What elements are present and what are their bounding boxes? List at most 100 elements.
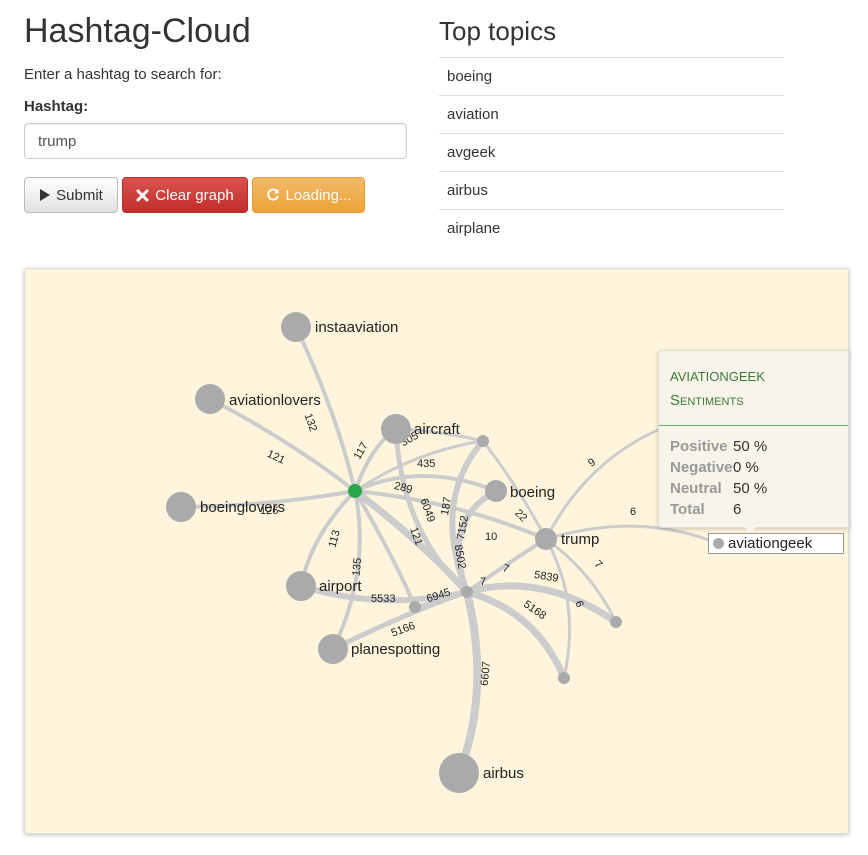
times-icon: [136, 189, 149, 201]
hovered-node-text: aviationgeek: [728, 535, 813, 552]
tooltip-heading: Sentiments: [670, 392, 744, 409]
topic-item[interactable]: avgeek: [439, 133, 784, 171]
negative-label: Negative: [670, 459, 733, 476]
clear-graph-button[interactable]: Clear graph: [122, 177, 248, 213]
graph-node[interactable]: [558, 672, 570, 684]
tooltip-divider: [659, 425, 848, 426]
graph-node[interactable]: [461, 586, 473, 598]
top-topics-heading: Top topics: [439, 16, 557, 46]
graph-node[interactable]: [318, 634, 348, 664]
topic-item[interactable]: boeing: [439, 57, 784, 95]
positive-label: Positive: [670, 438, 728, 455]
graph-edge: [544, 537, 572, 680]
play-icon: [40, 189, 51, 201]
graph-node[interactable]: [439, 753, 479, 793]
edge-label: 6607: [479, 661, 493, 686]
edge-label: 5839: [533, 569, 559, 585]
node-label-airport: airport: [319, 578, 362, 595]
loading-label: Loading...: [285, 186, 352, 204]
topic-item[interactable]: airplane: [439, 209, 784, 247]
edge-label: 10: [485, 531, 497, 543]
graph-node[interactable]: [286, 571, 316, 601]
edge-label: 6049: [417, 497, 437, 524]
edge-label: 7152: [455, 515, 471, 541]
graph-node[interactable]: [281, 312, 311, 342]
sentiment-positive-row: Positive 50 %: [670, 438, 767, 455]
node-label-instaaviation: instaaviation: [315, 319, 398, 336]
graph-node[interactable]: [195, 384, 225, 414]
edge-label: 113: [327, 529, 343, 549]
edge-label: 187: [439, 496, 454, 516]
graph-node[interactable]: [166, 492, 196, 522]
graph-edge: [463, 588, 568, 682]
search-instructions: Enter a hashtag to search for:: [24, 66, 222, 83]
edge-label: 289: [393, 480, 414, 496]
submit-label: Submit: [56, 186, 103, 204]
graph-edge: [331, 489, 362, 651]
graph-node-labels: instaaviation aviationlovers aircraft bo…: [200, 319, 599, 782]
graph-node[interactable]: [409, 601, 421, 613]
hashtag-input[interactable]: [24, 123, 407, 159]
node-label-aircraft: aircraft: [414, 421, 461, 438]
neutral-label: Neutral: [670, 480, 722, 497]
node-label-boeinglovers: boeinglovers: [200, 499, 285, 516]
edge-label: 22: [512, 507, 529, 524]
edge-label: 6: [630, 506, 636, 518]
graph-node[interactable]: [477, 435, 489, 447]
refresh-icon: [266, 188, 279, 201]
hovered-node-dot: [713, 538, 724, 549]
edge-label: 121: [265, 448, 287, 467]
sentiment-negative-row: Negative0 %: [670, 459, 759, 476]
sentiment-neutral-row: Neutral 50 %: [670, 480, 767, 497]
edge-label: 5533: [371, 593, 395, 605]
positive-value: 50 %: [733, 438, 768, 455]
edge-label: 7: [501, 562, 511, 575]
edge-label: 8502: [452, 544, 468, 570]
topic-item[interactable]: aviation: [439, 95, 784, 133]
total-value: 6: [733, 501, 742, 518]
graph-edge: [294, 325, 357, 493]
graph-node[interactable]: [610, 616, 622, 628]
node-label-boeing: boeing: [510, 484, 555, 501]
graph-node[interactable]: [535, 528, 557, 550]
topic-item[interactable]: airbus: [439, 171, 784, 209]
edge-label: 126: [260, 505, 278, 517]
edge-label: 6: [572, 599, 585, 609]
graph-edge: [544, 537, 618, 624]
sentiment-tooltip: aviationgeek Sentiments Positive 50 % Neg…: [658, 350, 849, 528]
negative-value: 0 %: [733, 459, 759, 476]
top-topics-list: boeing aviation avgeek airbus airplane: [439, 57, 784, 247]
edge-label: 435: [417, 458, 435, 470]
tooltip-arrow: [744, 527, 756, 533]
graph-edge: [353, 489, 417, 609]
clear-graph-label: Clear graph: [155, 186, 234, 204]
neutral-value: 50 %: [733, 480, 768, 497]
loading-button[interactable]: Loading...: [252, 177, 365, 213]
submit-button[interactable]: Submit: [24, 177, 118, 213]
edge-label: 9: [586, 456, 598, 469]
graph-edge: [179, 489, 357, 509]
graph-nodes[interactable]: [166, 312, 622, 793]
edge-label: 7: [592, 558, 605, 571]
node-label-airbus: airbus: [483, 765, 524, 782]
hovered-node-label[interactable]: aviationgeek: [708, 533, 844, 554]
graph-node[interactable]: [381, 414, 411, 444]
edge-label: 132: [302, 412, 320, 433]
graph-edge: [463, 582, 620, 626]
total-label: Total: [670, 501, 705, 518]
graph-edge: [481, 439, 548, 541]
graph-edge: [298, 583, 470, 604]
graph-node[interactable]: [485, 480, 507, 502]
page-title: Hashtag-Cloud: [24, 12, 251, 50]
node-label-aviationlovers: aviationlovers: [229, 392, 321, 409]
graph-edge-labels: 132 121 117 305 435 289 6049 187 7152 85…: [260, 412, 636, 686]
graph-edge: [353, 474, 498, 493]
tooltip-hashtag-name: aviationgeek: [670, 369, 765, 384]
sentiment-total-row: Total 6: [670, 501, 741, 518]
edge-label: 135: [351, 557, 365, 576]
graph-edge: [393, 426, 470, 595]
graph-edges: [179, 325, 721, 777]
graph-hub-node[interactable]: [348, 484, 362, 498]
graph-canvas[interactable]: 132 121 117 305 435 289 6049 187 7152 85…: [25, 269, 849, 834]
node-label-planespotting: planespotting: [351, 641, 440, 658]
